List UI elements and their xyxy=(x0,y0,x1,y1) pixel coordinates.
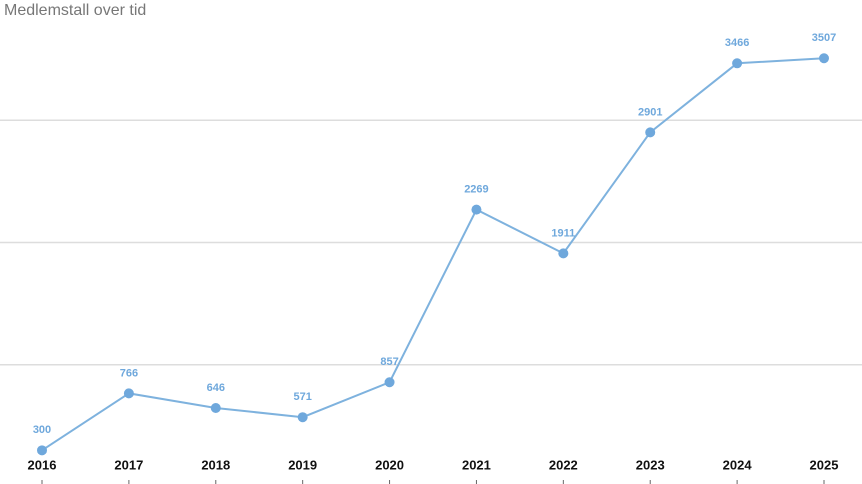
x-tick-label: 2016 xyxy=(28,457,57,472)
point xyxy=(37,445,47,456)
x-tick-label: 2021 xyxy=(462,457,491,472)
data-label: 2901 xyxy=(638,106,662,118)
data-label: 646 xyxy=(207,382,225,394)
point xyxy=(732,58,743,69)
x-tick-label: 2017 xyxy=(114,457,143,472)
data-label: 766 xyxy=(120,367,138,379)
data-label: 300 xyxy=(33,424,51,436)
data-label: 857 xyxy=(380,356,398,368)
line-series xyxy=(41,57,825,452)
data-label: 3507 xyxy=(812,32,836,44)
x-tick-label: 2019 xyxy=(288,457,317,472)
data-label: 3466 xyxy=(725,37,749,49)
point xyxy=(471,204,482,215)
x-tick-label: 2025 xyxy=(810,457,839,472)
data-label: 2269 xyxy=(464,184,488,196)
point xyxy=(210,403,221,414)
point xyxy=(297,412,308,423)
data-label: 1911 xyxy=(551,227,575,239)
point xyxy=(384,377,395,388)
point xyxy=(123,388,134,399)
point xyxy=(819,53,829,64)
x-tick-label: 2023 xyxy=(636,457,665,472)
x-tick-label: 2018 xyxy=(201,457,230,472)
x-tick-label: 2022 xyxy=(549,457,578,472)
x-tick-label: 2020 xyxy=(375,457,404,472)
point xyxy=(558,248,569,259)
data-label: 571 xyxy=(293,391,311,403)
chart-title: Medlemstall over tid xyxy=(4,2,146,19)
point xyxy=(645,127,656,138)
x-tick-label: 2024 xyxy=(723,457,753,472)
